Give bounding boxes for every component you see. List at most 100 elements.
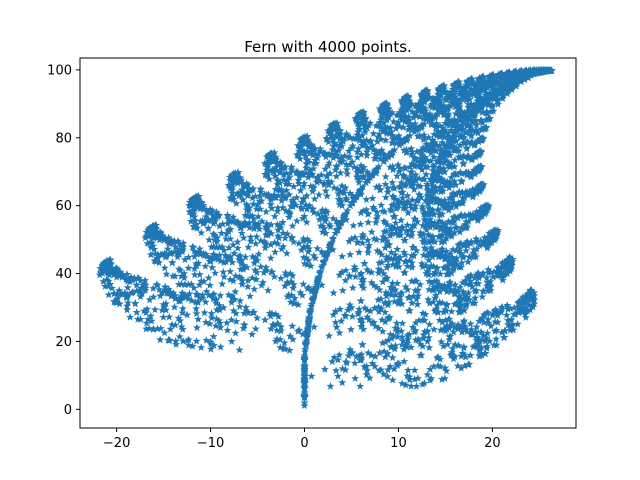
data-point — [408, 107, 417, 116]
data-point — [201, 262, 210, 270]
data-point — [314, 275, 323, 284]
data-point — [530, 291, 539, 300]
data-point — [387, 138, 396, 147]
data-point — [145, 229, 154, 238]
data-point — [412, 294, 421, 303]
data-point — [467, 101, 476, 110]
data-point — [308, 182, 317, 191]
data-point — [472, 342, 481, 350]
data-point — [481, 78, 490, 86]
data-point — [344, 351, 353, 360]
data-point — [226, 234, 235, 243]
data-point — [466, 351, 475, 359]
data-point — [380, 124, 389, 132]
data-point — [433, 93, 442, 102]
data-point — [447, 98, 456, 106]
data-point — [366, 306, 375, 315]
data-point — [454, 292, 463, 301]
data-point — [431, 293, 440, 302]
data-point — [335, 270, 344, 279]
data-point — [514, 305, 523, 314]
data-point — [306, 261, 315, 270]
data-point — [388, 283, 397, 292]
data-point — [520, 67, 529, 76]
data-point — [263, 166, 272, 174]
data-point — [408, 323, 417, 331]
data-point — [302, 253, 311, 262]
data-point — [526, 285, 535, 294]
data-point — [212, 305, 221, 314]
data-point — [478, 292, 487, 301]
data-point — [275, 222, 284, 231]
data-point — [454, 214, 462, 222]
data-point — [403, 191, 412, 200]
data-point — [442, 93, 451, 101]
data-point — [239, 261, 248, 269]
data-point — [407, 144, 416, 153]
data-point — [263, 163, 272, 171]
data-point — [405, 372, 414, 381]
data-point — [228, 188, 237, 197]
data-point — [288, 322, 297, 330]
data-point — [403, 175, 412, 183]
data-point — [444, 265, 453, 274]
data-point — [463, 190, 472, 199]
data-point — [316, 267, 325, 275]
data-point — [297, 203, 306, 211]
data-point — [198, 291, 207, 299]
data-point — [300, 356, 309, 365]
data-point — [458, 112, 467, 120]
data-point — [472, 234, 481, 243]
data-point — [425, 343, 434, 352]
data-point — [388, 192, 397, 200]
data-point — [156, 335, 165, 344]
data-point — [148, 224, 157, 232]
data-point — [452, 246, 461, 255]
data-point — [376, 115, 385, 124]
data-point — [271, 171, 280, 180]
data-point — [244, 276, 253, 284]
data-point — [474, 137, 483, 145]
data-point — [426, 365, 435, 373]
data-point — [302, 163, 311, 172]
data-point — [400, 163, 409, 172]
data-point — [306, 305, 315, 313]
data-point — [378, 277, 387, 286]
data-point — [407, 343, 416, 351]
data-point — [476, 336, 485, 345]
data-point — [407, 99, 416, 108]
data-point — [386, 330, 395, 338]
data-point — [429, 163, 438, 171]
data-point — [437, 83, 446, 92]
data-point — [146, 311, 155, 320]
data-point — [433, 195, 442, 203]
data-point — [412, 382, 421, 390]
data-point — [211, 217, 220, 226]
data-point — [453, 83, 462, 92]
data-point — [393, 332, 402, 341]
data-point — [381, 243, 390, 252]
data-point — [437, 237, 446, 246]
data-point — [211, 321, 220, 330]
data-point — [202, 206, 211, 214]
data-point — [148, 239, 157, 247]
data-point — [468, 330, 477, 339]
data-point — [331, 147, 340, 156]
data-point — [482, 83, 491, 91]
data-point — [322, 134, 331, 143]
data-point — [515, 297, 524, 305]
data-point — [402, 134, 411, 142]
data-point — [450, 177, 459, 185]
data-point — [363, 366, 372, 375]
data-point — [209, 229, 218, 238]
x-tick-label: 10 — [390, 436, 407, 451]
data-point — [300, 351, 309, 360]
data-point — [417, 100, 426, 108]
data-point — [472, 207, 481, 216]
data-point — [186, 217, 195, 225]
data-point — [132, 308, 141, 316]
data-point — [467, 237, 476, 246]
data-point — [299, 279, 308, 288]
data-point — [458, 253, 467, 261]
data-point — [323, 191, 332, 200]
